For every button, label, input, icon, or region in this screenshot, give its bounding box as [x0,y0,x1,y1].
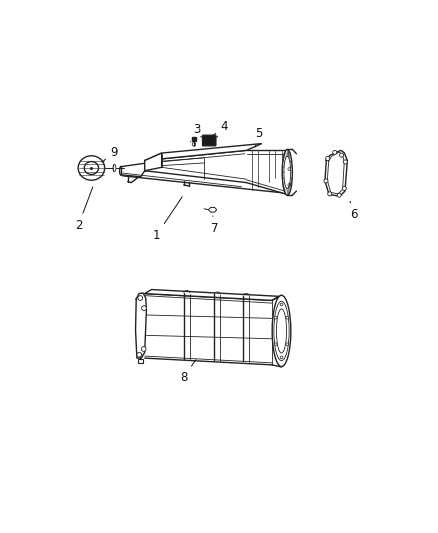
Circle shape [274,343,277,345]
Ellipse shape [274,301,289,361]
Ellipse shape [84,161,99,174]
Circle shape [328,192,332,196]
Ellipse shape [282,150,293,195]
FancyBboxPatch shape [138,359,143,362]
Circle shape [333,150,337,155]
Text: 4: 4 [212,120,228,137]
Circle shape [280,356,283,359]
Polygon shape [135,293,146,358]
Circle shape [286,317,289,319]
Polygon shape [145,153,162,171]
Circle shape [141,346,146,351]
Circle shape [138,296,143,301]
Polygon shape [145,289,279,301]
Text: 9: 9 [102,146,118,162]
FancyBboxPatch shape [202,135,216,146]
Circle shape [325,157,330,160]
Circle shape [337,193,341,197]
Text: 3: 3 [191,124,201,142]
Ellipse shape [276,309,286,353]
Text: 8: 8 [180,360,196,384]
Circle shape [280,303,283,306]
Circle shape [137,352,141,357]
Circle shape [342,187,346,190]
Text: 7: 7 [211,216,218,235]
Polygon shape [208,207,217,212]
Text: 2: 2 [75,187,93,231]
Circle shape [286,343,289,345]
Circle shape [339,153,344,157]
Circle shape [274,317,277,319]
Circle shape [343,160,347,164]
Text: 5: 5 [255,127,262,147]
Text: 1: 1 [153,197,182,242]
Ellipse shape [284,156,291,189]
Circle shape [141,306,146,311]
Ellipse shape [78,156,105,180]
Circle shape [324,179,328,183]
Polygon shape [145,143,262,160]
Text: 6: 6 [350,201,357,221]
Polygon shape [325,150,347,196]
Ellipse shape [272,295,291,367]
